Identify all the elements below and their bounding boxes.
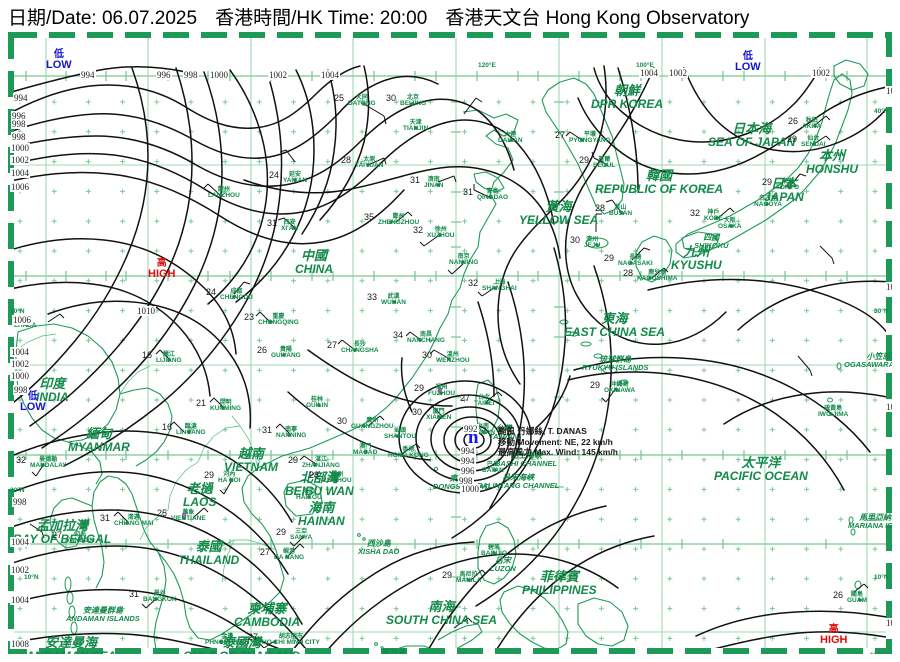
map-graphics bbox=[8, 32, 892, 654]
typhoon-maxwind-line: 最高風力 Max. Wind: 145 km/h bbox=[498, 447, 618, 458]
typhoon-info-label: 颱風 丹娜絲, T. DANAS 移動/Movement: NE, 22 km/… bbox=[498, 426, 618, 458]
isobars bbox=[14, 65, 886, 648]
wind-barbs bbox=[29, 97, 869, 648]
chart-issuer-label: 香港天文台 Hong Kong Observatory bbox=[445, 7, 750, 29]
map-border bbox=[8, 32, 892, 654]
coastlines bbox=[15, 59, 869, 648]
precip-station-markers bbox=[182, 182, 791, 517]
graticule-ticks bbox=[25, 71, 848, 608]
administrative-boundaries bbox=[15, 333, 277, 583]
typhoon-name-line: 颱風 丹娜絲, T. DANAS bbox=[498, 426, 587, 436]
typhoon-symbol-icon: n bbox=[468, 427, 479, 448]
typhoon-movement-line: 移動/Movement: NE, 22 km/h bbox=[498, 436, 613, 447]
chart-time-label: 香港時間/HK Time: 20:00 bbox=[215, 7, 428, 29]
graticule bbox=[14, 38, 886, 648]
chart-header: 日期/Date: 06.07.2025 香港時間/HK Time: 20:00 … bbox=[0, 0, 900, 32]
surface-analysis-map: 中國 CHINA 印度 INDIA 緬甸 MYANMAR 越南 VIETNAM 老撾 LAOS 泰國… bbox=[8, 32, 892, 654]
station-dots bbox=[25, 102, 862, 644]
chart-date-label: 日期/Date: 06.07.2025 bbox=[8, 7, 198, 29]
